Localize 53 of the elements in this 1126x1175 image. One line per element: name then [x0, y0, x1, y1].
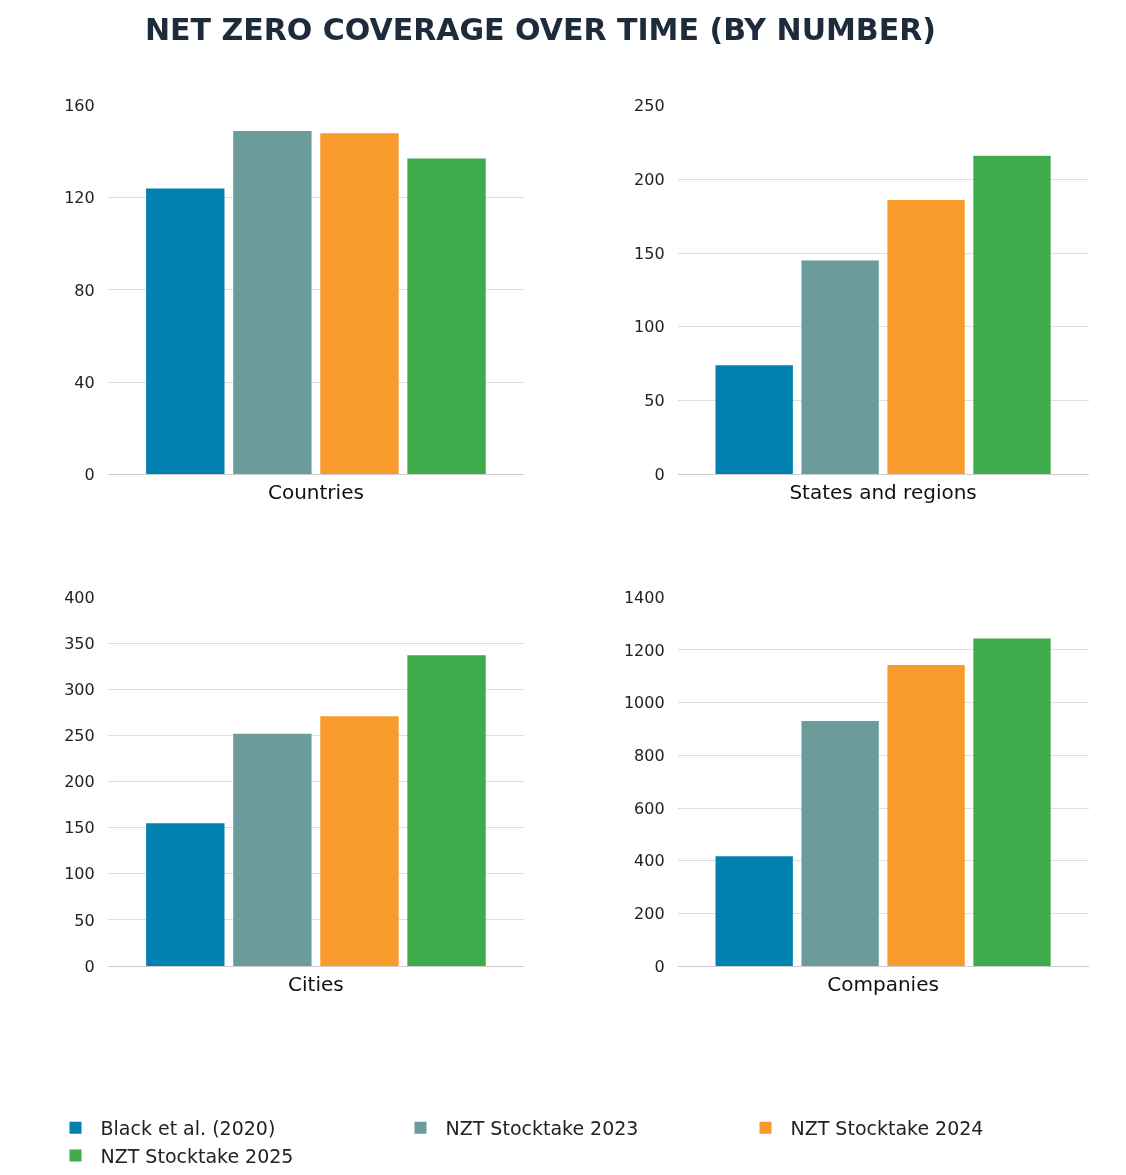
y-tick-label: 0: [84, 956, 95, 976]
y-tick-label: 350: [64, 633, 95, 653]
legend-label: NZT Stocktake 2023: [445, 1117, 639, 1140]
bar: [233, 130, 312, 475]
y-tick-label: 800: [634, 745, 665, 765]
bar: [146, 188, 225, 475]
y-tick-label: 250: [634, 96, 665, 116]
bar: [973, 638, 1051, 967]
y-tick-label: 200: [64, 772, 95, 792]
bar: [801, 721, 879, 967]
x-tick-label: States and regions: [789, 480, 977, 505]
y-tick-label: 160: [64, 96, 95, 116]
bar: [973, 155, 1051, 475]
y-tick-label: 200: [634, 169, 665, 189]
x-tick-label: Cities: [288, 972, 344, 997]
y-tick-label: 300: [64, 680, 95, 700]
y-tick-label: 50: [644, 391, 665, 411]
y-tick-label: 400: [634, 851, 665, 871]
bar: [320, 133, 399, 475]
bar: [407, 655, 486, 967]
y-tick-label: 50: [74, 910, 95, 930]
x-tick-label: Companies: [827, 972, 939, 997]
y-tick-label: 40: [74, 372, 95, 392]
y-tick-label: 0: [84, 464, 95, 484]
legend-label: NZT Stocktake 2024: [790, 1117, 984, 1140]
y-tick-label: 100: [634, 317, 665, 337]
y-tick-label: 0: [654, 956, 665, 976]
x-tick-label: Countries: [267, 480, 364, 505]
chart-title: NET ZERO COVERAGE OVER TIME (BY NUMBER): [144, 11, 937, 47]
y-tick-label: 150: [634, 243, 665, 263]
y-tick-label: 400: [64, 587, 95, 607]
y-tick-label: 120: [64, 188, 95, 208]
legend-label: NZT Stocktake 2025: [100, 1144, 294, 1167]
bar: [407, 158, 486, 475]
bar: [146, 823, 225, 967]
y-tick-label: 150: [64, 818, 95, 838]
y-tick-label: 1400: [623, 587, 665, 607]
bar: [715, 856, 793, 967]
bar: [233, 733, 312, 967]
bar: [801, 260, 879, 475]
y-tick-label: 200: [634, 903, 665, 923]
bar: [887, 664, 965, 967]
y-tick-label: 1200: [623, 640, 665, 660]
bar: [320, 716, 399, 967]
y-tick-label: 0: [654, 464, 665, 484]
bar: [715, 365, 793, 475]
y-tick-label: 80: [74, 280, 95, 300]
legend-label: Black et al. (2020): [100, 1117, 276, 1140]
y-tick-label: 600: [634, 798, 665, 818]
y-tick-label: 1000: [623, 693, 665, 713]
y-tick-label: 100: [64, 864, 95, 884]
bar: [887, 199, 965, 475]
y-tick-label: 250: [64, 726, 95, 746]
